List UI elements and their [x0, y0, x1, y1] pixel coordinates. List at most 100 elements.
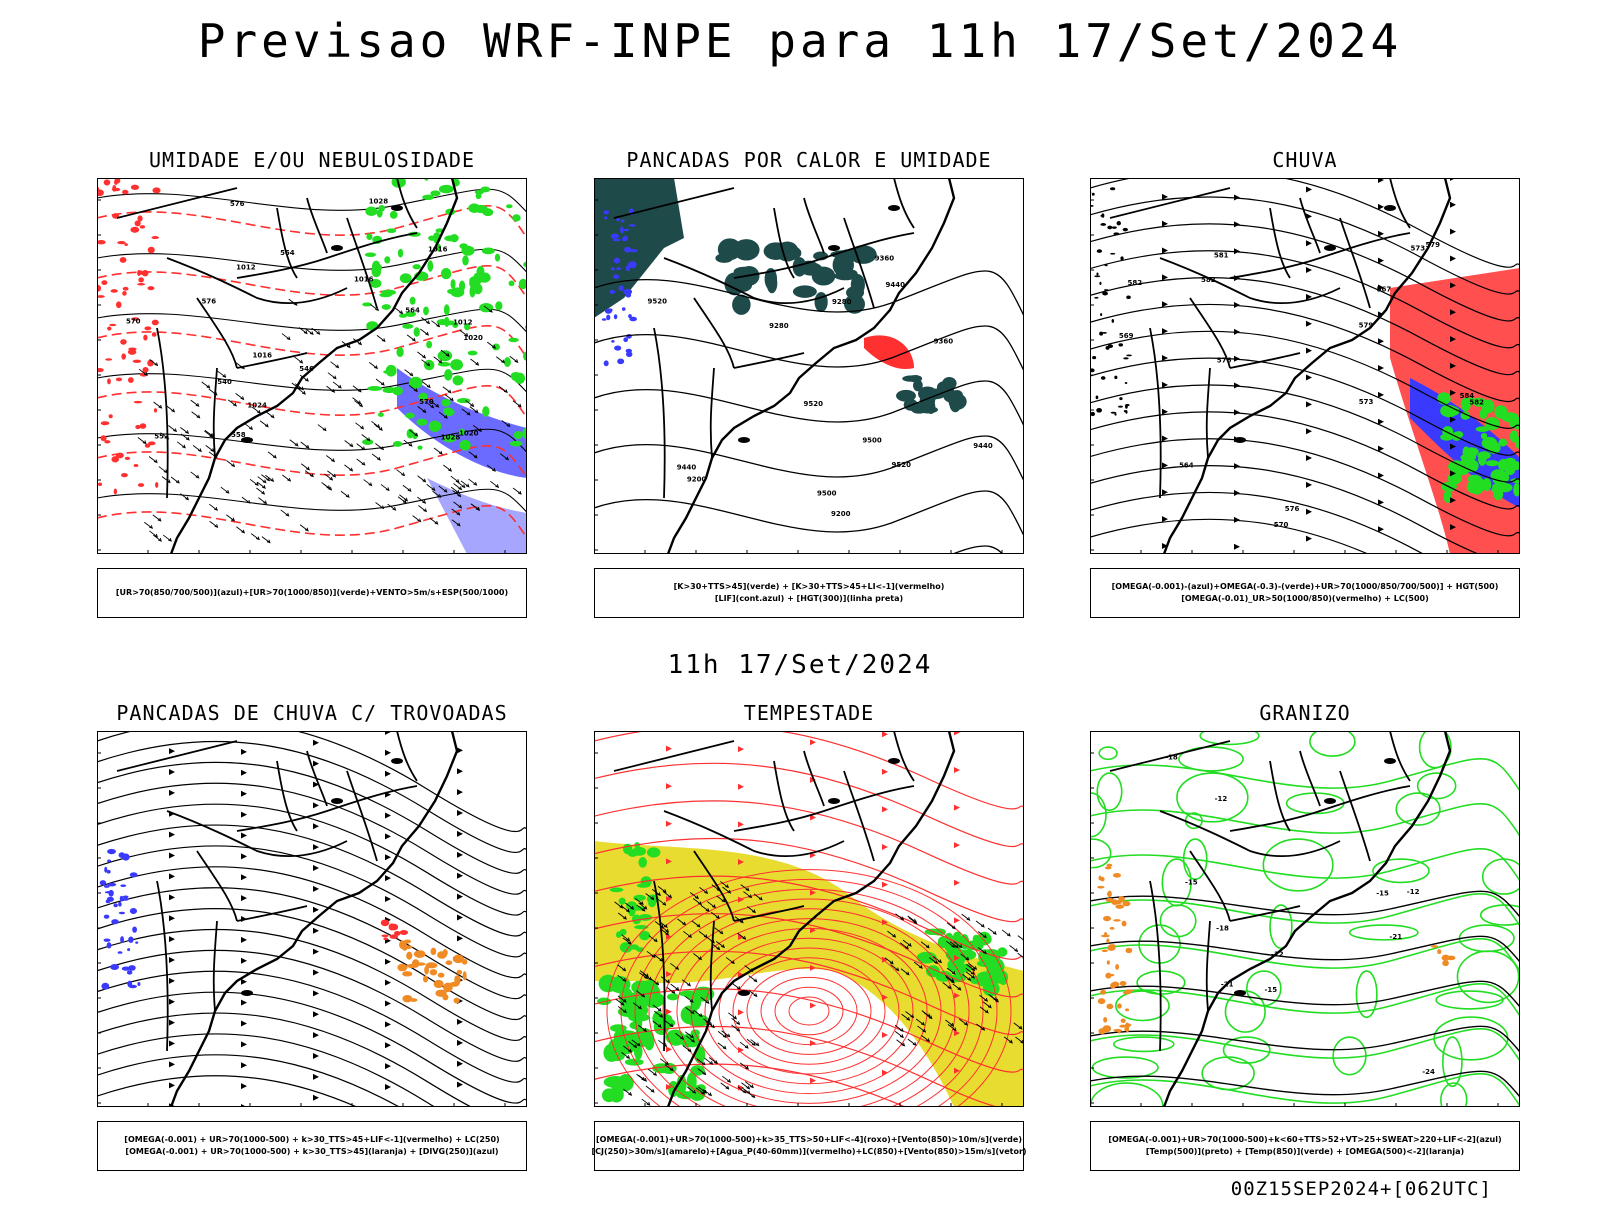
shaded-area [387, 228, 397, 233]
shaded-area [468, 351, 478, 356]
temp-850-contour [1263, 839, 1333, 891]
map-storm: 12S15S18S21S24S27S30S33S36S39S42S70W65W6… [594, 731, 1024, 1107]
streamline-arrow [738, 821, 744, 827]
panel-hail: GRANIZO -12-15-18-21-24-12-15-18-21-15-1… [1090, 731, 1590, 1231]
contour-label: 576 [230, 200, 245, 208]
shaded-area [444, 317, 449, 327]
streamline-arrow [457, 894, 463, 900]
shaded-area [1100, 215, 1103, 217]
country-border [1340, 218, 1370, 308]
shaded-area [633, 895, 645, 901]
shaded-area [154, 408, 157, 412]
wind-vector [353, 386, 361, 392]
shaded-area [1103, 916, 1111, 921]
shaded-area [628, 261, 636, 268]
shaded-area [426, 341, 432, 349]
shaded-area [611, 267, 615, 270]
shaded-area [98, 482, 102, 486]
lake [1234, 437, 1246, 443]
shaded-area [133, 360, 141, 363]
streamline-arrow [313, 990, 319, 996]
shaded-area [118, 902, 122, 907]
streamline-arrow [385, 771, 391, 777]
wind-vector [345, 441, 353, 447]
shaded-area [1125, 1008, 1129, 1011]
shaded-area [1123, 228, 1128, 232]
legend-line: [Temp(500)](preto) + [Temp(850)](verde) … [1146, 1146, 1464, 1158]
shaded-area [616, 218, 620, 221]
streamline-arrow [666, 746, 672, 752]
shaded-area [128, 936, 133, 942]
shaded-area [382, 304, 391, 310]
contour-label: 576 [1285, 505, 1300, 513]
shaded-area [1113, 919, 1121, 922]
wind-vector [947, 923, 955, 929]
shaded-area [638, 857, 647, 868]
shaded-area [122, 291, 127, 296]
contour-label: 584 [1460, 392, 1475, 400]
streamline-arrow [385, 833, 391, 839]
shaded-area [107, 859, 111, 862]
shaded-area [1476, 426, 1490, 432]
shaded-area [121, 353, 126, 359]
streamline-arrow [169, 1082, 175, 1088]
streamline-arrow [241, 770, 247, 776]
shaded-area [508, 338, 518, 342]
streamline-arrow [954, 767, 960, 773]
streamline-arrow [169, 957, 175, 963]
wind-vector [282, 475, 290, 481]
wind-vector [418, 506, 426, 512]
shaded-area [509, 281, 515, 287]
shaded-area [896, 390, 916, 402]
shaded-area [1117, 1003, 1122, 1008]
shaded-area [1103, 1017, 1107, 1023]
wind-vector [144, 522, 152, 528]
streamline-arrow [385, 896, 391, 902]
streamline-arrow [169, 978, 175, 984]
streamline-arrow [1450, 256, 1456, 262]
shaded-area [1442, 955, 1450, 961]
shaded-area [647, 847, 661, 857]
shaded-area [113, 903, 117, 907]
panel-legend: [K>30+TTS>45](verde) + [K>30+TTS>45+LI<-… [594, 568, 1024, 618]
wind-vector [149, 456, 157, 462]
lake [738, 990, 750, 996]
streamline-arrow [882, 769, 888, 775]
wind-vector [430, 518, 438, 524]
panel-legend: [OMEGA(-0.001) + UR>70(1000-500) + k>30_… [97, 1121, 527, 1171]
contour-line [594, 436, 1024, 481]
streamline-arrow [313, 740, 319, 746]
shaded-area [1125, 948, 1132, 953]
shaded-area [1105, 866, 1112, 869]
contour-label: 1028 [441, 434, 461, 442]
lake [828, 798, 840, 804]
shaded-area [793, 285, 817, 297]
shaded-area [403, 945, 413, 949]
panel-legend: [OMEGA(-0.001)+UR>70(1000-500)+k<60+TTS>… [1090, 1121, 1520, 1171]
shaded-area [476, 193, 482, 199]
shaded-area [123, 896, 129, 899]
contour-label: 9520 [891, 461, 911, 469]
wind-vector [328, 373, 336, 379]
contour-label: 567 [1377, 285, 1392, 293]
streamline-arrow [1378, 338, 1384, 344]
convection-area [594, 178, 684, 318]
panel-title: GRANIZO [1090, 701, 1520, 725]
shaded-area [495, 301, 502, 310]
shaded-area [1126, 355, 1132, 357]
streamline-arrow [666, 1046, 672, 1052]
temp-850-contour [1396, 793, 1440, 825]
shaded-area [1478, 454, 1486, 466]
shaded-area [604, 1076, 628, 1088]
streamline-arrow [169, 748, 175, 754]
streamline-arrow [457, 935, 463, 941]
shaded-area [1092, 193, 1095, 196]
contour-label: 1012 [236, 264, 256, 272]
wind-vector [499, 386, 507, 392]
shaded-area [1114, 413, 1116, 415]
wind-vector [1009, 945, 1017, 951]
wind-vector [671, 984, 679, 990]
shaded-area [444, 369, 452, 380]
shaded-area [104, 179, 111, 185]
shaded-area [121, 473, 128, 477]
